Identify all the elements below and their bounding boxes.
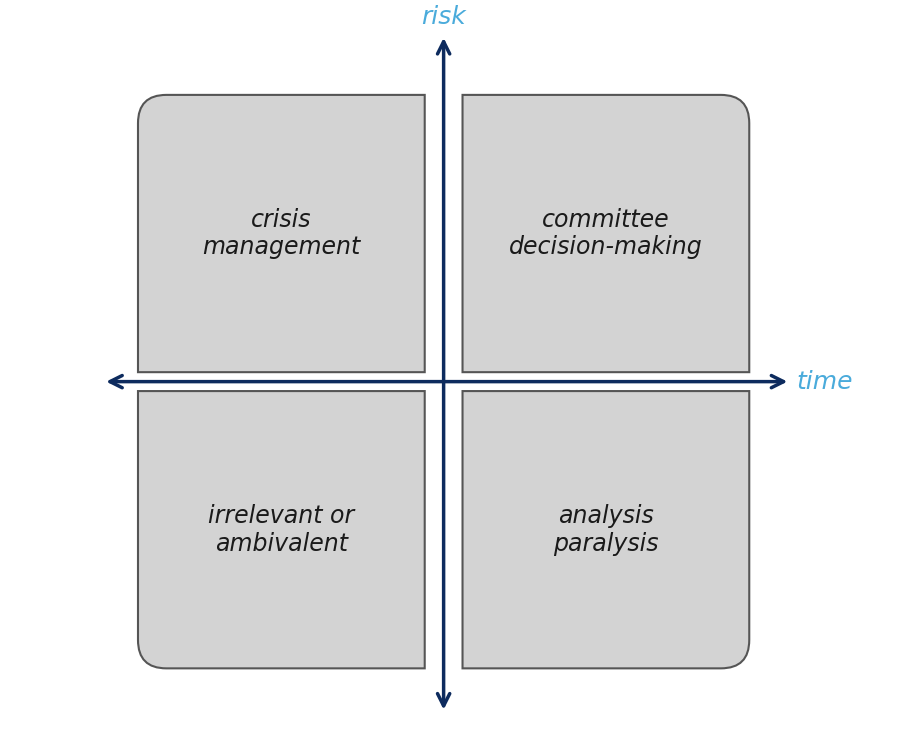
PathPatch shape — [462, 95, 749, 372]
Text: committee
decision-making: committee decision-making — [509, 208, 702, 260]
Text: crisis
management: crisis management — [202, 208, 360, 260]
Text: time: time — [796, 370, 852, 393]
Text: irrelevant or
ambivalent: irrelevant or ambivalent — [208, 504, 354, 556]
PathPatch shape — [462, 391, 749, 668]
Text: risk: risk — [420, 4, 465, 29]
PathPatch shape — [138, 95, 424, 372]
Text: analysis
paralysis: analysis paralysis — [553, 504, 658, 556]
PathPatch shape — [138, 391, 424, 668]
